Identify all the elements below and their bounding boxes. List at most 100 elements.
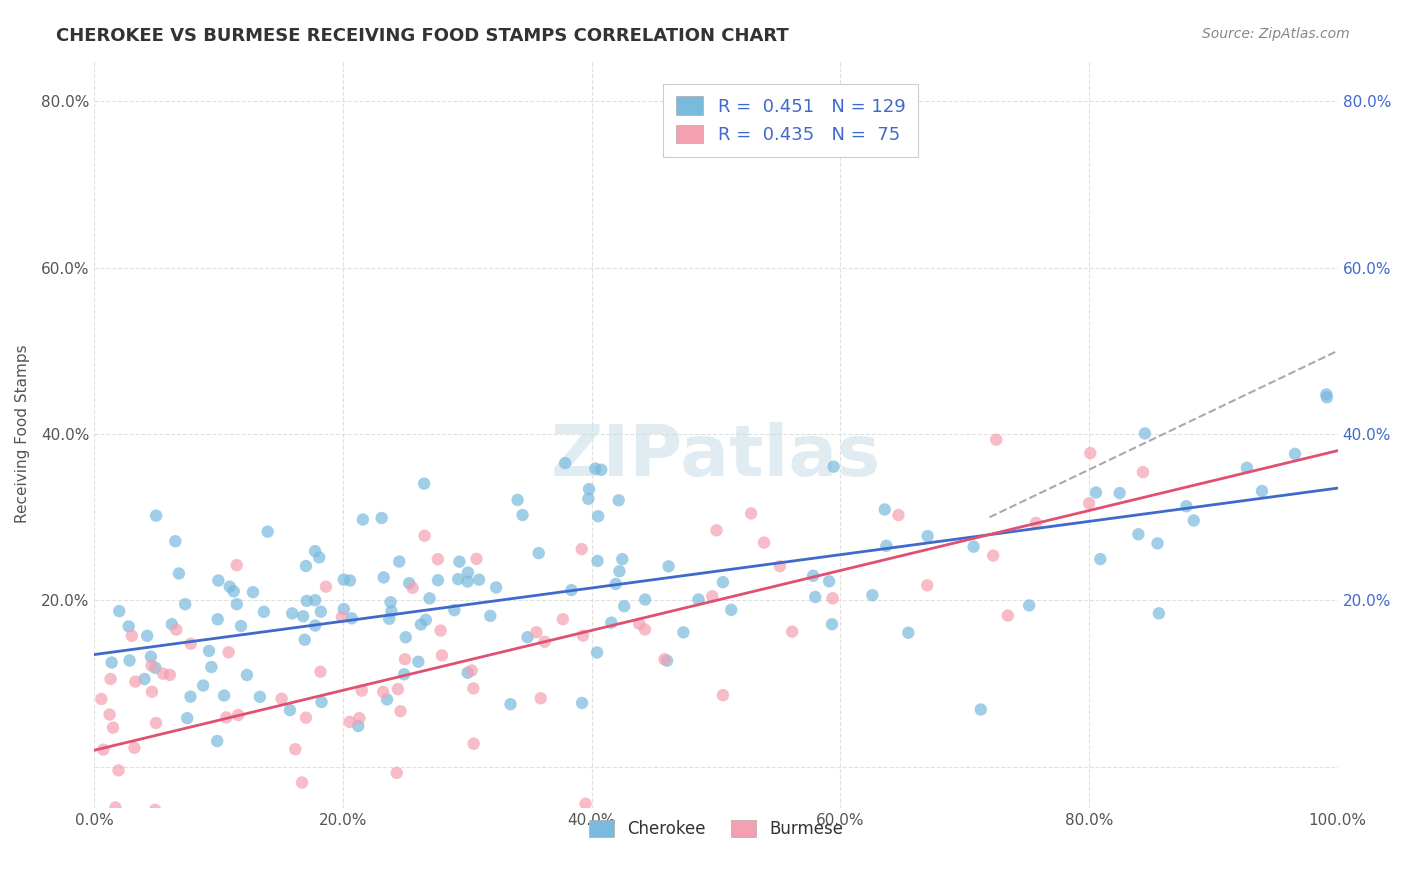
Point <box>586 646 609 660</box>
Point <box>1025 516 1047 530</box>
Point <box>460 664 482 678</box>
Point <box>560 583 582 598</box>
Point <box>1147 607 1170 621</box>
Point <box>419 591 441 606</box>
Point <box>225 558 247 573</box>
Point <box>551 612 574 626</box>
Point <box>457 566 479 580</box>
Point <box>392 667 415 681</box>
Point <box>981 549 1004 563</box>
Point <box>986 433 1008 447</box>
Point <box>443 603 465 617</box>
Point <box>801 568 824 582</box>
Point <box>373 570 395 584</box>
Point <box>339 714 361 729</box>
Point <box>578 482 600 496</box>
Point <box>463 737 485 751</box>
Point <box>380 595 402 609</box>
Point <box>609 564 631 578</box>
Point <box>281 607 304 621</box>
Point <box>108 604 131 618</box>
Point <box>804 590 827 604</box>
Point <box>1182 514 1205 528</box>
Point <box>176 711 198 725</box>
Point <box>554 456 576 470</box>
Point <box>572 629 595 643</box>
Point <box>1018 599 1040 613</box>
Point <box>249 690 271 704</box>
Point <box>125 811 148 825</box>
Point <box>180 637 202 651</box>
Point <box>612 552 634 566</box>
Point <box>100 672 122 686</box>
Point <box>1175 500 1198 514</box>
Point <box>1128 527 1150 541</box>
Point <box>385 765 408 780</box>
Point <box>875 539 897 553</box>
Point <box>415 613 437 627</box>
Point <box>395 630 418 644</box>
Point <box>256 524 278 539</box>
Point <box>124 740 146 755</box>
Point <box>1315 387 1337 401</box>
Point <box>304 544 326 558</box>
Point <box>720 603 742 617</box>
Point <box>702 589 724 603</box>
Point <box>430 648 453 663</box>
Point <box>373 685 395 699</box>
Point <box>308 550 330 565</box>
Point <box>93 742 115 756</box>
Point <box>526 625 548 640</box>
Point <box>821 591 844 606</box>
Point <box>706 524 728 538</box>
Point <box>222 584 245 599</box>
Point <box>340 611 363 625</box>
Point <box>997 608 1019 623</box>
Point <box>634 623 657 637</box>
Point <box>398 576 420 591</box>
Point <box>583 461 606 475</box>
Point <box>457 665 479 680</box>
Point <box>212 689 235 703</box>
Point <box>1284 447 1306 461</box>
Point <box>468 573 491 587</box>
Point <box>311 695 333 709</box>
Point <box>98 707 121 722</box>
Point <box>284 742 307 756</box>
Point <box>167 566 190 581</box>
Point <box>1090 552 1112 566</box>
Point <box>375 692 398 706</box>
Point <box>447 572 470 586</box>
Point <box>141 684 163 698</box>
Point <box>527 546 550 560</box>
Point <box>1078 496 1101 510</box>
Point <box>711 575 734 590</box>
Point <box>1085 485 1108 500</box>
Point <box>1146 536 1168 550</box>
Point <box>278 703 301 717</box>
Point <box>309 665 332 679</box>
Point <box>533 635 555 649</box>
Point <box>198 644 221 658</box>
Point <box>134 672 156 686</box>
Y-axis label: Receiving Food Stamps: Receiving Food Stamps <box>15 344 30 524</box>
Point <box>571 542 593 557</box>
Point <box>304 593 326 607</box>
Point <box>380 604 402 618</box>
Point <box>740 507 762 521</box>
Point <box>349 711 371 725</box>
Point <box>499 697 522 711</box>
Point <box>159 668 181 682</box>
Point <box>605 577 627 591</box>
Text: Source: ZipAtlas.com: Source: ZipAtlas.com <box>1202 27 1350 41</box>
Point <box>347 719 370 733</box>
Point <box>1236 460 1258 475</box>
Point <box>295 594 318 608</box>
Point <box>352 512 374 526</box>
Point <box>218 645 240 659</box>
Point <box>107 764 129 778</box>
Point <box>1078 446 1101 460</box>
Point <box>309 605 332 619</box>
Point <box>1251 483 1274 498</box>
Point <box>225 597 247 611</box>
